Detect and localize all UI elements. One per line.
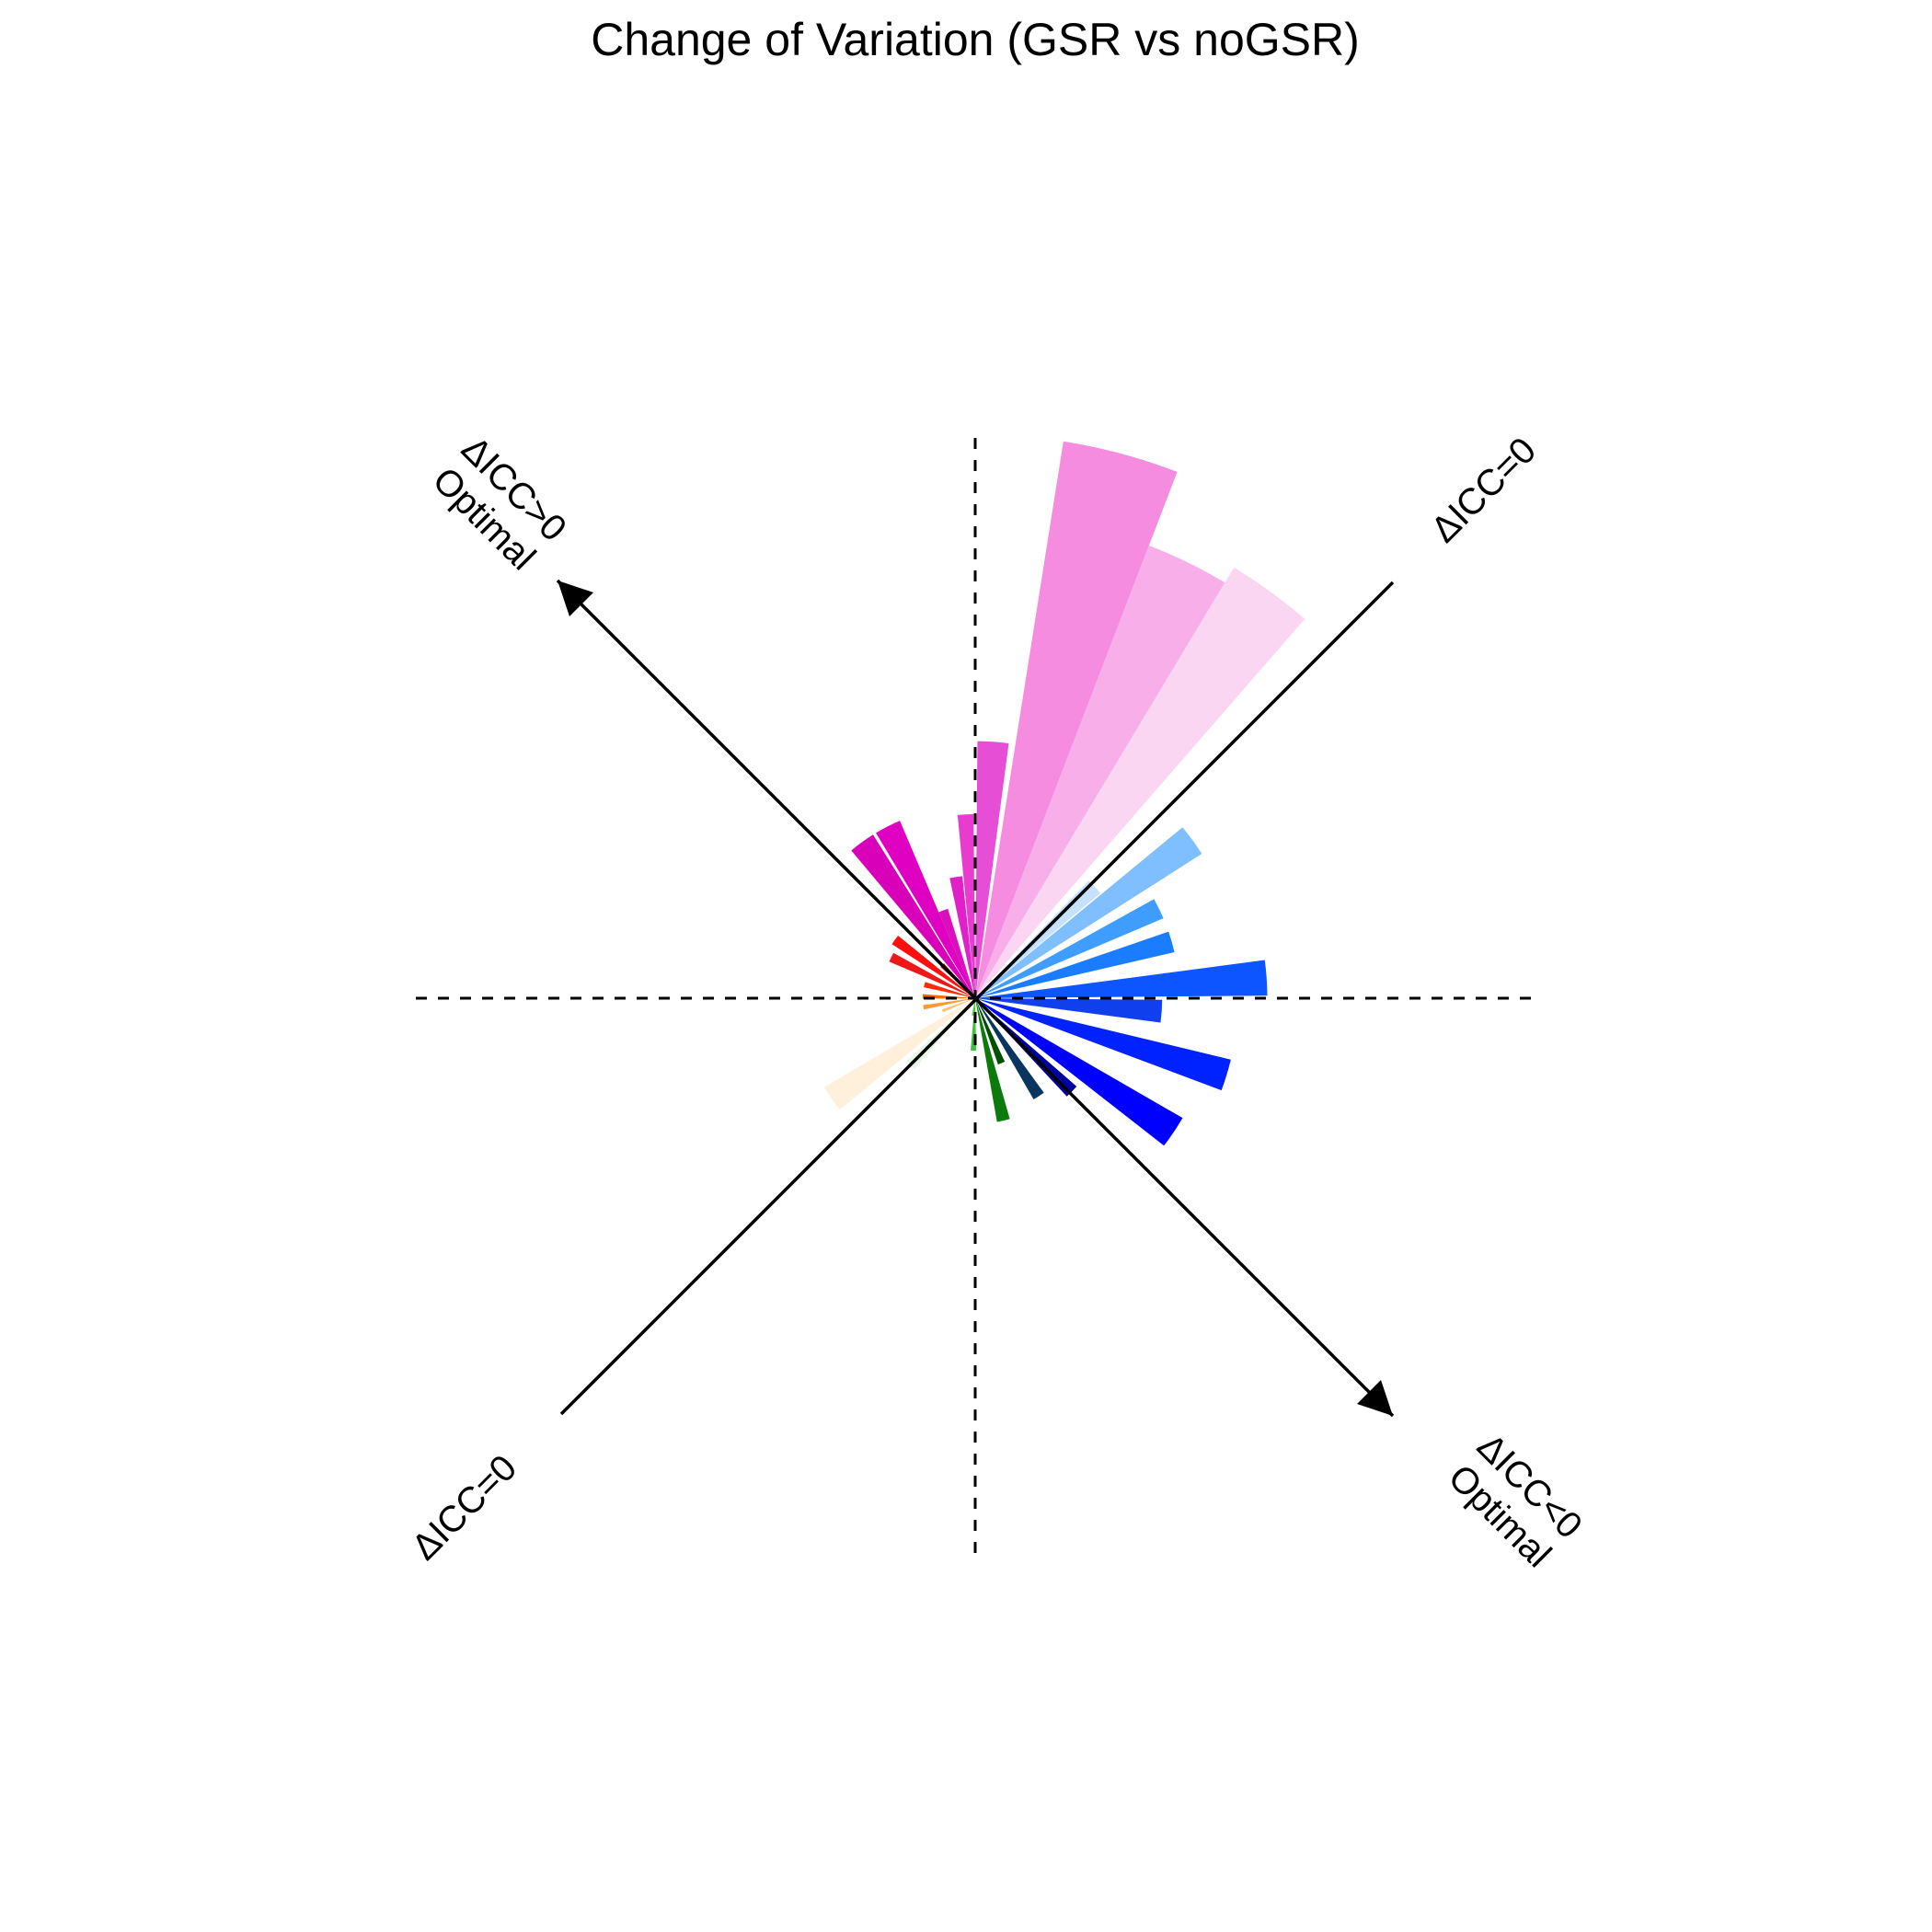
bars-group xyxy=(824,442,1305,1146)
upper-left-arrow xyxy=(558,581,975,998)
label-upper-right: ΔICC=0 xyxy=(1423,430,1544,550)
label-lower-right: ΔICC<0 Optimal xyxy=(1439,1426,1589,1576)
label-upper-left: ΔICC>0 Optimal xyxy=(423,429,573,579)
label-lower-left-line1: ΔICC=0 xyxy=(404,1447,524,1568)
label-upper-right-line1: ΔICC=0 xyxy=(1423,430,1544,550)
chart-title: Change of Variation (GSR vs noGSR) xyxy=(591,14,1360,65)
polar-bar-16 xyxy=(824,998,975,1110)
label-lower-left: ΔICC=0 xyxy=(404,1447,524,1568)
